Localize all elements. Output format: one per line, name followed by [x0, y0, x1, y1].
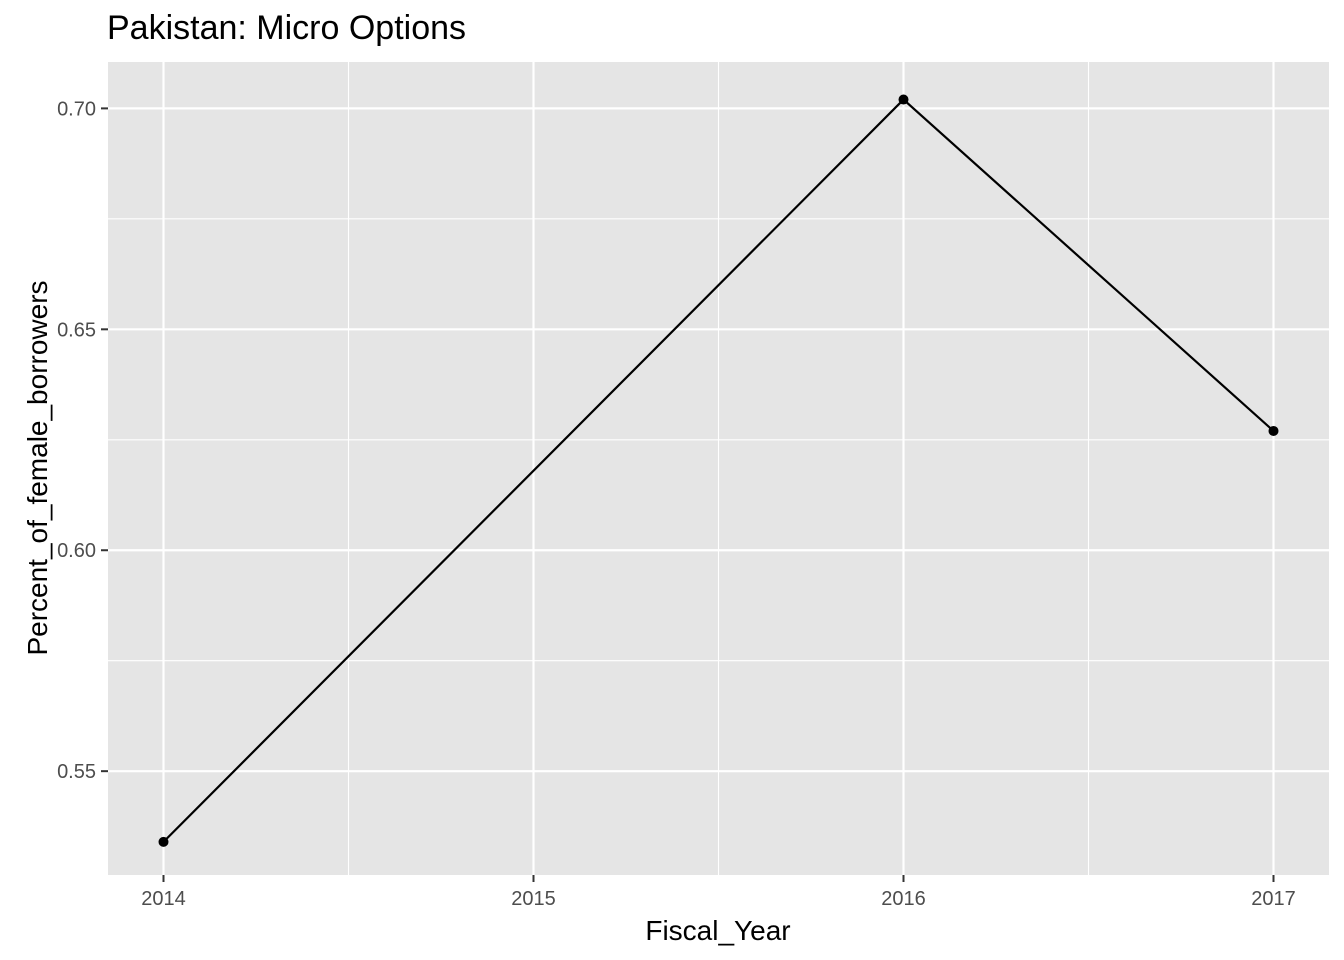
y-tick-label: 0.65 [57, 319, 96, 341]
chart-title: Pakistan: Micro Options [107, 9, 466, 47]
minor-gridlines [108, 62, 1329, 875]
y-tick-label: 0.70 [57, 98, 96, 120]
y-axis-title: Percent_of_female_borrowers [22, 280, 53, 655]
x-tick-label: 2014 [141, 888, 186, 910]
data-point [158, 836, 169, 847]
y-tick-label: 0.60 [57, 540, 96, 562]
major-gridlines [108, 62, 1329, 875]
y-axis-ticks: 0.55 0.60 0.65 0.70 [57, 98, 108, 783]
data-point [1268, 425, 1279, 436]
x-tick-label: 2015 [511, 888, 556, 910]
x-tick-label: 2016 [881, 888, 926, 910]
y-tick-label: 0.55 [57, 761, 96, 783]
series-layer [158, 94, 1279, 847]
x-axis-title: Fiscal_Year [645, 915, 790, 946]
x-tick-label: 2017 [1251, 888, 1296, 910]
data-point [898, 94, 909, 105]
x-axis-ticks: 2014 2015 2016 2017 [141, 875, 1296, 910]
